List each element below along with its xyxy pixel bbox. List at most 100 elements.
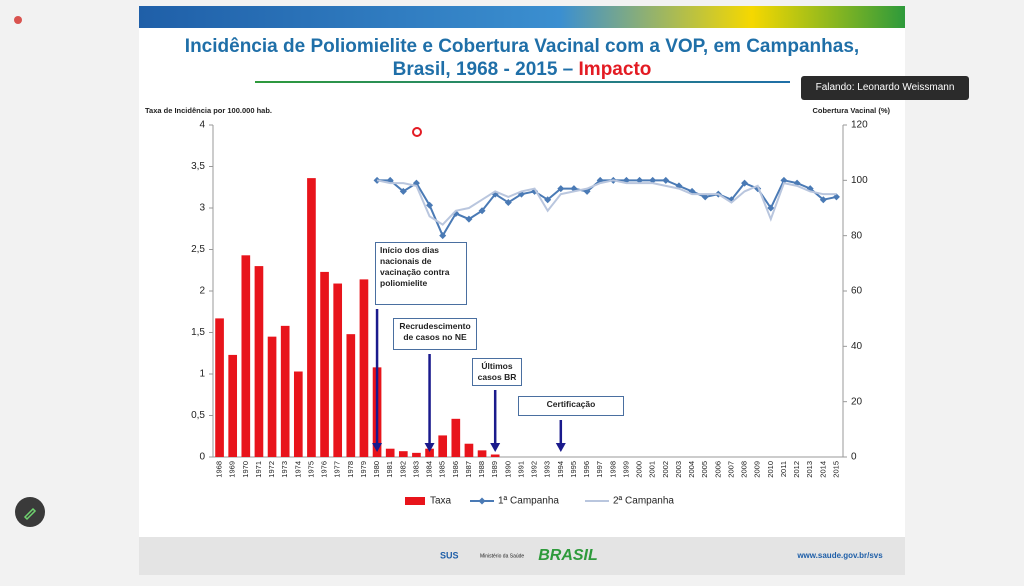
x-tick-label: 2008: [740, 461, 749, 478]
bar: [385, 448, 395, 457]
y2-tick-label: 60: [851, 286, 863, 297]
chart: Taxa de Incidência por 100.000 hab. Cober…: [145, 106, 890, 507]
annotation-arrowhead: [490, 443, 501, 452]
x-tick-label: 1979: [359, 461, 368, 478]
marker: [399, 187, 407, 195]
y-tick-label: 2: [199, 286, 205, 297]
y2-tick-label: 20: [851, 396, 863, 407]
x-tick-label: 2009: [753, 461, 762, 478]
x-tick-label: 2014: [818, 461, 827, 478]
bar: [438, 435, 448, 457]
pen-icon: [23, 507, 37, 521]
x-tick-label: 1989: [490, 461, 499, 478]
marker: [465, 215, 473, 223]
y-axis-label: Taxa de Incidência por 100.000 hab.: [145, 106, 272, 115]
y-tick-label: 1,5: [191, 327, 205, 338]
footer-url: www.saude.gov.br/svs: [796, 551, 883, 560]
x-tick-label: 2006: [713, 461, 722, 478]
marker: [504, 198, 512, 206]
bar: [280, 325, 290, 457]
x-tick-label: 1971: [254, 461, 263, 478]
marker: [819, 196, 827, 204]
marker: [767, 204, 775, 212]
y-tick-label: 1: [199, 369, 205, 380]
x-tick-label: 1993: [543, 461, 552, 478]
x-tick-label: 2013: [805, 461, 814, 478]
annotation-arrowhead: [372, 443, 383, 452]
x-tick-label: 1974: [293, 461, 302, 478]
bar: [267, 336, 277, 457]
x-tick-label: 1973: [280, 461, 289, 478]
bar: [412, 452, 421, 457]
annotation: Últimos casos BR: [472, 358, 522, 386]
y2-tick-label: 40: [851, 341, 863, 352]
annotation: Certificação: [518, 396, 624, 416]
footer-sus: SUS: [440, 550, 459, 560]
x-tick-label: 1995: [569, 461, 578, 478]
y-tick-label: 4: [199, 120, 205, 131]
title-line: Incidência de Poliomielite e Cobertura V…: [185, 36, 859, 57]
footer-ministry: Ministério da Saúde: [480, 553, 524, 559]
title-line: Brasil, 1968 - 2015 – Impacto: [393, 59, 652, 80]
marker: [439, 232, 447, 240]
annotation-text: Início dos dias nacionais de vacinação c…: [375, 242, 467, 305]
x-tick-label: 1970: [241, 461, 250, 478]
marker: [649, 176, 657, 184]
x-tick-label: 2011: [779, 461, 788, 477]
x-tick-label: 1997: [595, 461, 604, 478]
x-tick-label: 1986: [451, 461, 460, 478]
bar: [451, 418, 461, 457]
marker: [780, 176, 788, 184]
annotation-text: Últimos casos BR: [472, 358, 522, 386]
marker: [478, 207, 486, 215]
y2-tick-label: 80: [851, 230, 863, 241]
annotation-text: Certificação: [518, 396, 624, 416]
legend-label: 1ª Campanha: [498, 496, 559, 507]
annotation: Início dos dias nacionais de vacinação c…: [375, 242, 467, 305]
x-tick-label: 1999: [621, 461, 630, 478]
x-tick-label: 2015: [831, 461, 840, 478]
bar: [425, 448, 434, 457]
x-tick-label: 1987: [464, 461, 473, 478]
x-tick-label: 2010: [766, 461, 775, 478]
legend-label: Taxa: [430, 496, 452, 507]
x-tick-label: 1991: [516, 461, 525, 478]
x-tick-label: 1994: [556, 461, 565, 478]
bar: [307, 178, 316, 457]
y2-axis-label: Cobertura Vacinal (%): [812, 106, 890, 115]
marker: [662, 176, 670, 184]
x-tick-label: 1988: [477, 461, 486, 478]
bar: [359, 279, 369, 457]
y-tick-label: 3: [199, 203, 205, 214]
annotation: Recrudescimento de casos no NE: [393, 318, 477, 350]
x-tick-label: 1984: [425, 461, 434, 478]
header-stripe: [139, 6, 905, 28]
marker: [636, 176, 644, 184]
speaker-label: Falando: Leonardo Weissmann: [801, 76, 969, 100]
bar: [320, 271, 329, 457]
legend-swatch: [405, 497, 425, 505]
footer-band: [139, 537, 905, 575]
bar: [346, 334, 356, 457]
line: [376, 179, 837, 226]
marker: [701, 193, 709, 201]
bar: [215, 318, 224, 457]
legend-marker: [478, 497, 486, 505]
x-tick-label: 1981: [385, 461, 394, 478]
x-tick-label: 2007: [726, 461, 735, 478]
marker: [741, 179, 749, 187]
x-tick-label: 1983: [411, 461, 420, 478]
marker: [426, 201, 434, 209]
y2-tick-label: 0: [851, 452, 857, 463]
y2-tick-label: 100: [851, 175, 868, 186]
legend-label: 2ª Campanha: [613, 496, 674, 507]
slide: [139, 6, 905, 575]
x-tick-label: 2005: [700, 461, 709, 478]
x-tick-label: 1968: [215, 461, 224, 478]
marker: [544, 196, 552, 204]
x-tick-label: 2012: [792, 461, 801, 478]
x-tick-label: 2004: [687, 461, 696, 478]
x-tick-label: 1976: [320, 461, 329, 478]
annotation-arrowhead: [555, 443, 566, 452]
x-tick-label: 1996: [582, 461, 591, 478]
